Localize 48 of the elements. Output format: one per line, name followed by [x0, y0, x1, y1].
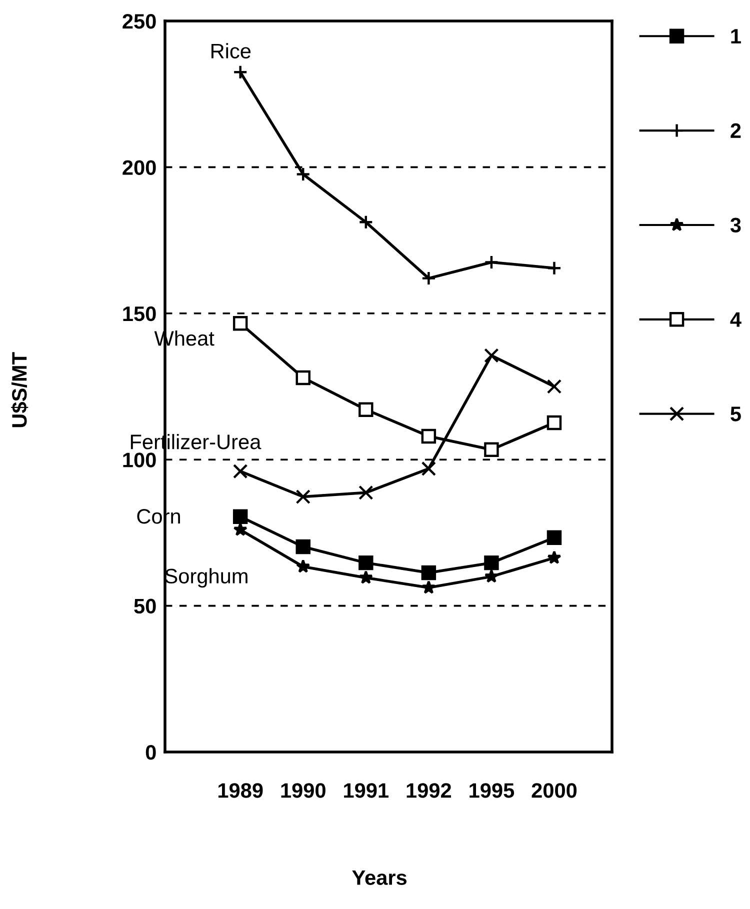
x-tick-label: 1990 — [281, 783, 326, 798]
point — [232, 509, 248, 524]
point — [358, 485, 374, 500]
y-tick-label: 100 — [123, 452, 156, 468]
x-tick-label: 1995 — [470, 783, 514, 798]
point — [422, 580, 436, 594]
legend-label: 4 — [730, 312, 742, 327]
point — [484, 348, 499, 363]
x-tick-label: 1991 — [344, 783, 388, 798]
y-tick-label: 250 — [122, 14, 156, 29]
x-tick-label: 1992 — [406, 783, 452, 798]
point — [421, 461, 436, 476]
point — [358, 214, 374, 230]
x-tick-label: 2000 — [532, 783, 577, 798]
point — [484, 569, 499, 583]
point — [296, 370, 310, 386]
point — [358, 555, 374, 570]
point — [232, 64, 248, 80]
point — [296, 489, 310, 504]
point — [484, 442, 499, 458]
point — [546, 379, 562, 394]
point — [232, 316, 248, 331]
point — [421, 565, 436, 580]
y-tick-label: 150 — [123, 306, 156, 322]
point — [233, 522, 248, 536]
annotation: Rice — [211, 43, 251, 58]
y-tick-label: 0 — [146, 745, 156, 760]
point — [484, 254, 499, 270]
point — [421, 428, 436, 444]
legend-label: 5 — [730, 406, 741, 422]
point — [296, 539, 310, 554]
point — [546, 415, 562, 430]
legend-label: 3 — [730, 218, 741, 233]
y-axis-title: U$S/MT — [11, 352, 28, 428]
legend-label: 1 — [731, 29, 741, 44]
point — [547, 550, 562, 564]
point — [546, 530, 562, 546]
point — [232, 464, 248, 479]
point — [296, 166, 310, 182]
legend-label: 2 — [730, 123, 741, 138]
point — [484, 555, 499, 570]
y-tick-label: 50 — [134, 598, 156, 614]
x-axis-title: Years — [352, 870, 407, 885]
x-tick-label: 1989 — [218, 783, 263, 798]
y-tick-label: 200 — [122, 160, 156, 175]
point — [358, 402, 374, 417]
point — [358, 570, 373, 584]
point — [296, 559, 310, 573]
